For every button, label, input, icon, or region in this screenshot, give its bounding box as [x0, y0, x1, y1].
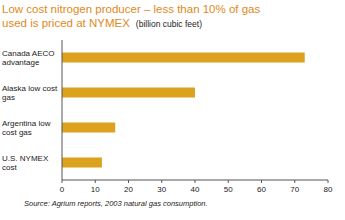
- x-tick: [261, 180, 262, 183]
- x-tick-label: 10: [91, 185, 100, 194]
- x-tick-label: 30: [157, 185, 166, 194]
- x-tick-label: 80: [324, 185, 333, 194]
- x-tick: [128, 180, 129, 183]
- x-tick: [195, 180, 196, 183]
- category-label: Argentina lowcost gas: [2, 119, 51, 138]
- chart-container: Low cost nitrogen producer – less than 1…: [0, 0, 345, 220]
- x-tick-label: 60: [257, 185, 266, 194]
- bars: [62, 53, 305, 168]
- x-tick-label: 50: [224, 185, 233, 194]
- x-tick-label: 40: [191, 185, 200, 194]
- x-tick-label: 20: [124, 185, 133, 194]
- x-tick-label: 0: [60, 185, 65, 194]
- category-label: U.S. NYMEXcost: [2, 154, 49, 173]
- category-label: Alaska low costgas: [2, 84, 58, 103]
- x-tick: [294, 180, 295, 183]
- source-note: Source: Agrium reports, 2003 natural gas…: [24, 199, 208, 208]
- subtitle: (billion cubic feet): [136, 19, 202, 29]
- x-tick: [95, 180, 96, 183]
- x-tick: [161, 180, 162, 183]
- title: Low cost nitrogen producer – less than 1…: [2, 3, 261, 29]
- bar: [62, 53, 305, 63]
- bar: [62, 88, 195, 98]
- bar: [62, 158, 102, 168]
- x-tick: [62, 180, 63, 183]
- y-axis: [62, 40, 63, 180]
- x-tick-label: 70: [290, 185, 299, 194]
- category-label: Canada AECOadvantage: [2, 49, 54, 68]
- x-tick: [328, 180, 329, 183]
- bar: [62, 123, 115, 133]
- x-tick: [228, 180, 229, 183]
- chart-svg: Low cost nitrogen producer – less than 1…: [0, 0, 345, 220]
